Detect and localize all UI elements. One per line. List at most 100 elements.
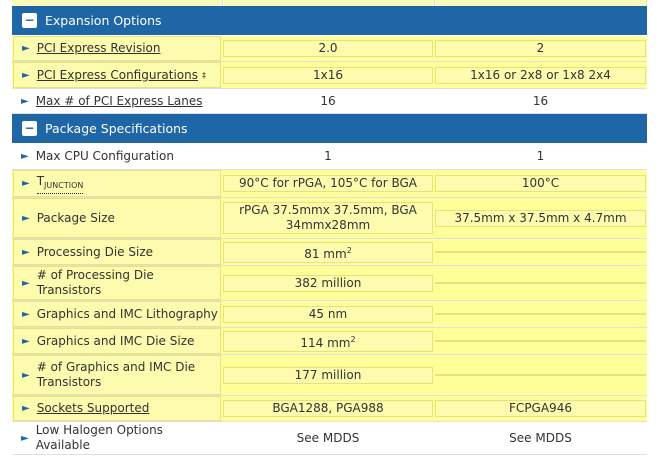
- spec-value-wrap: 1x16: [313, 68, 343, 83]
- spec-label: # of Processing Die Transistors: [37, 268, 220, 298]
- triangle-right-icon[interactable]: ►: [22, 178, 30, 189]
- spec-value-cell: 177 million: [222, 355, 434, 396]
- spec-label[interactable]: Sockets Supported: [37, 401, 150, 416]
- label-box: ► # of Graphics and IMC Die Transistors: [13, 355, 221, 395]
- value-box: 45 nm: [223, 305, 433, 323]
- value-box: rPGA 37.5mmx 37.5mm, BGA 34mmx28mm: [223, 202, 433, 234]
- value-box: 1: [223, 149, 433, 164]
- spec-row: ► PCI Express Configurations ‡ 1x16 1x16 or …: [12, 62, 647, 89]
- value-box: BGA1288, PGA988: [223, 400, 433, 417]
- section-header-cell[interactable]: − Expansion Options: [12, 6, 647, 36]
- spec-value-wrap: 16: [320, 94, 335, 109]
- section-header-inner: − Package Specifications: [12, 121, 647, 136]
- triangle-right-icon[interactable]: ►: [21, 95, 29, 107]
- spec-value-cell: 382 million: [222, 266, 434, 301]
- spec-label-cell: ► Sockets Supported: [12, 396, 222, 422]
- spec-value-cell: 1x16: [222, 62, 434, 89]
- spec-label-text: # of Processing Die Transistors: [36, 268, 154, 297]
- spec-value-wrap: FCPGA946: [509, 401, 572, 416]
- label-box: ► PCI Express Revision: [13, 36, 221, 61]
- label-box: ► Graphics and IMC Lithography: [13, 301, 221, 327]
- spec-row: ► Max CPU Configuration 1 1: [12, 144, 647, 170]
- label-box: ► Low Halogen Options Available: [13, 422, 221, 454]
- triangle-right-icon[interactable]: ►: [22, 212, 30, 224]
- spec-label-cell: ► # of Processing Die Transistors: [12, 266, 222, 301]
- spec-value-cell: 2.0: [222, 36, 434, 62]
- spec-value-wrap: 114 mm2: [300, 332, 355, 351]
- spec-label-text: Graphics and IMC Lithography: [36, 306, 218, 321]
- triangle-right-icon[interactable]: ►: [22, 369, 30, 381]
- value-box: 100°C: [435, 175, 646, 192]
- spec-label-text: Max # of PCI Express Lanes: [35, 93, 203, 108]
- spec-label[interactable]: TJUNCTION: [36, 174, 84, 194]
- section-header-cell[interactable]: − Package Specifications: [12, 114, 647, 144]
- spec-value-wrap: 37.5mm x 37.5mm x 4.7mm: [454, 211, 626, 226]
- spec-row: ► Package Size rPGA 37.5mmx 37.5mm, BGA 34…: [12, 198, 647, 239]
- spec-value: BGA1288, PGA988: [272, 401, 384, 415]
- value-box: See MDDS: [435, 431, 646, 446]
- spec-label-text: Graphics and IMC Die Size: [36, 333, 195, 348]
- value-box: FCPGA946: [435, 400, 646, 417]
- top-strip-cell: [436, 0, 647, 6]
- spec-value: 2.0: [318, 41, 338, 55]
- spec-label: Max CPU Configuration: [36, 149, 174, 164]
- minus-box-icon[interactable]: −: [22, 13, 37, 28]
- spec-label: Low Halogen Options Available: [36, 423, 221, 453]
- spec-label[interactable]: PCI Express Revision: [37, 41, 161, 56]
- spec-value-wrap: 382 million: [295, 276, 362, 291]
- top-strip: [0, 0, 662, 6]
- spec-label-text: Sockets Supported: [36, 401, 150, 415]
- spec-label-cell: ► Max CPU Configuration: [12, 144, 222, 170]
- spec-value-cell: 2: [434, 36, 647, 62]
- section-title: Expansion Options: [45, 13, 162, 28]
- spec-value-cell: 114 mm2: [222, 328, 434, 355]
- triangle-right-icon[interactable]: ►: [22, 246, 30, 258]
- minus-box-icon[interactable]: −: [22, 121, 37, 136]
- triangle-right-icon[interactable]: ►: [22, 277, 30, 289]
- spec-row: ► # of Graphics and IMC Die Transistors 17…: [12, 355, 647, 396]
- value-box: 114 mm2: [223, 330, 433, 352]
- section-header[interactable]: − Expansion Options: [12, 6, 647, 36]
- spec-value-wrap: 90°C for rPGA, 105°C for BGA: [239, 176, 417, 191]
- spec-value-cell: 16: [434, 89, 647, 114]
- spec-value-cell: 100°C: [434, 170, 647, 198]
- value-box: [435, 340, 646, 342]
- spec-label-cell: ► # of Graphics and IMC Die Transistors: [12, 355, 222, 396]
- value-box: [435, 313, 646, 315]
- triangle-right-icon[interactable]: ►: [22, 43, 30, 54]
- triangle-right-icon[interactable]: ►: [22, 308, 30, 320]
- spec-row: ► Max # of PCI Express Lanes 16 16: [12, 89, 647, 114]
- spec-table: − Expansion Options ► PCI Express Revision 2…: [12, 6, 647, 455]
- spec-value: 45 nm: [308, 306, 348, 321]
- spec-label: Processing Die Size: [37, 245, 153, 260]
- spec-value-cell: [434, 328, 647, 355]
- value-box: 1: [435, 149, 646, 164]
- spec-value-wrap: 16: [533, 94, 548, 109]
- label-box: ► Package Size: [13, 198, 221, 238]
- label-box: ► PCI Express Configurations ‡: [13, 62, 221, 88]
- triangle-right-icon[interactable]: ►: [22, 403, 30, 414]
- spec-label-text: Package Size: [36, 210, 115, 225]
- spec-value-wrap: 45 nm: [309, 307, 347, 322]
- value-box: 37.5mm x 37.5mm x 4.7mm: [435, 209, 646, 227]
- triangle-right-icon[interactable]: ►: [22, 69, 30, 81]
- section-header[interactable]: − Package Specifications: [12, 114, 647, 144]
- spec-value-cell: See MDDS: [434, 422, 647, 455]
- spec-value: 16: [532, 93, 549, 108]
- triangle-right-icon[interactable]: ►: [21, 432, 29, 444]
- value-box: 2.0: [223, 40, 433, 57]
- footnote-mark[interactable]: ‡: [201, 70, 206, 80]
- spec-label-cell: ► TJUNCTION: [12, 170, 222, 198]
- triangle-right-icon[interactable]: ►: [22, 335, 30, 347]
- label-box: ► Graphics and IMC Die Size: [13, 328, 221, 354]
- spec-label-cell: ► Graphics and IMC Lithography: [12, 301, 222, 328]
- spec-value-wrap: 2: [537, 41, 545, 56]
- value-box: 90°C for rPGA, 105°C for BGA: [223, 175, 433, 192]
- spec-label[interactable]: Max # of PCI Express Lanes: [36, 94, 203, 109]
- spec-value-cell: [434, 239, 647, 266]
- spec-label[interactable]: PCI Express Configurations: [37, 68, 198, 83]
- spec-value: 90°C for rPGA, 105°C for BGA: [238, 176, 418, 190]
- spec-row: ► Processing Die Size 81 mm2: [12, 239, 647, 266]
- spec-value: rPGA 37.5mmx 37.5mm, BGA 34mmx28mm: [239, 203, 417, 232]
- triangle-right-icon[interactable]: ►: [21, 151, 29, 162]
